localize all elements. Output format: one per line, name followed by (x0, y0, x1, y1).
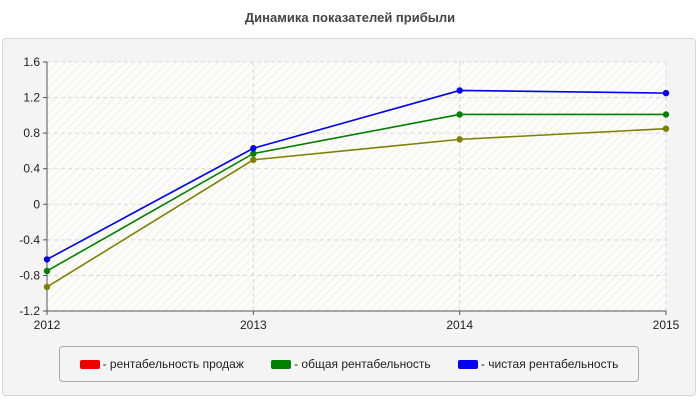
series-line-0 (46, 127, 667, 288)
y-tick-label: 0 (33, 197, 40, 211)
data-point-2-3[interactable] (662, 89, 670, 97)
data-point-0-2[interactable] (456, 136, 463, 143)
legend-swatch-total (271, 359, 292, 369)
y-tick-label: -0.4 (19, 233, 40, 247)
legend-item-sales[interactable]: - рентабельность продаж (79, 357, 244, 371)
data-point-2-0[interactable] (43, 256, 51, 263)
y-tick-label: 0.4 (23, 162, 40, 176)
y-tick-label: 1.2 (23, 91, 40, 105)
data-point-1-2[interactable] (456, 111, 463, 118)
y-tick-label: 1.6 (23, 55, 40, 69)
data-point-1-0[interactable] (43, 267, 51, 275)
legend-label-net: - чистая рентабельность (480, 357, 619, 371)
data-point-2-1[interactable] (250, 145, 257, 152)
y-tick-label: -0.8 (19, 268, 40, 282)
y-tick-label: -1.2 (19, 304, 40, 318)
data-point-0-3[interactable] (662, 125, 670, 132)
x-tick-label: 2012 (34, 318, 61, 332)
legend-label-sales: - рентабельность продаж (102, 357, 244, 371)
data-point-2-2[interactable] (456, 87, 463, 94)
legend-item-net[interactable]: - чистая рентабельность (457, 357, 619, 371)
x-tick-label: 2015 (653, 318, 680, 332)
series-line-1 (46, 113, 666, 272)
data-point-1-1[interactable] (250, 150, 257, 157)
data-point-0-1[interactable] (250, 156, 257, 164)
legend: - рентабельность продаж - общая рентабел… (59, 346, 639, 382)
legend-item-total[interactable]: - общая рентабельность (271, 357, 431, 371)
x-tick-label: 2013 (240, 318, 267, 332)
y-tick-label: 0.8 (23, 126, 40, 140)
legend-label-total: - общая рентабельность (294, 357, 431, 371)
x-tick-label: 2014 (446, 318, 473, 332)
chart-title: Динамика показателей прибыли (244, 10, 456, 25)
legend-swatch-sales (79, 359, 100, 369)
data-point-0-0[interactable] (43, 283, 51, 291)
series-line-2 (46, 89, 667, 261)
legend-swatch-net (457, 359, 478, 369)
plot-area (47, 62, 666, 311)
data-point-1-3[interactable] (662, 111, 670, 118)
